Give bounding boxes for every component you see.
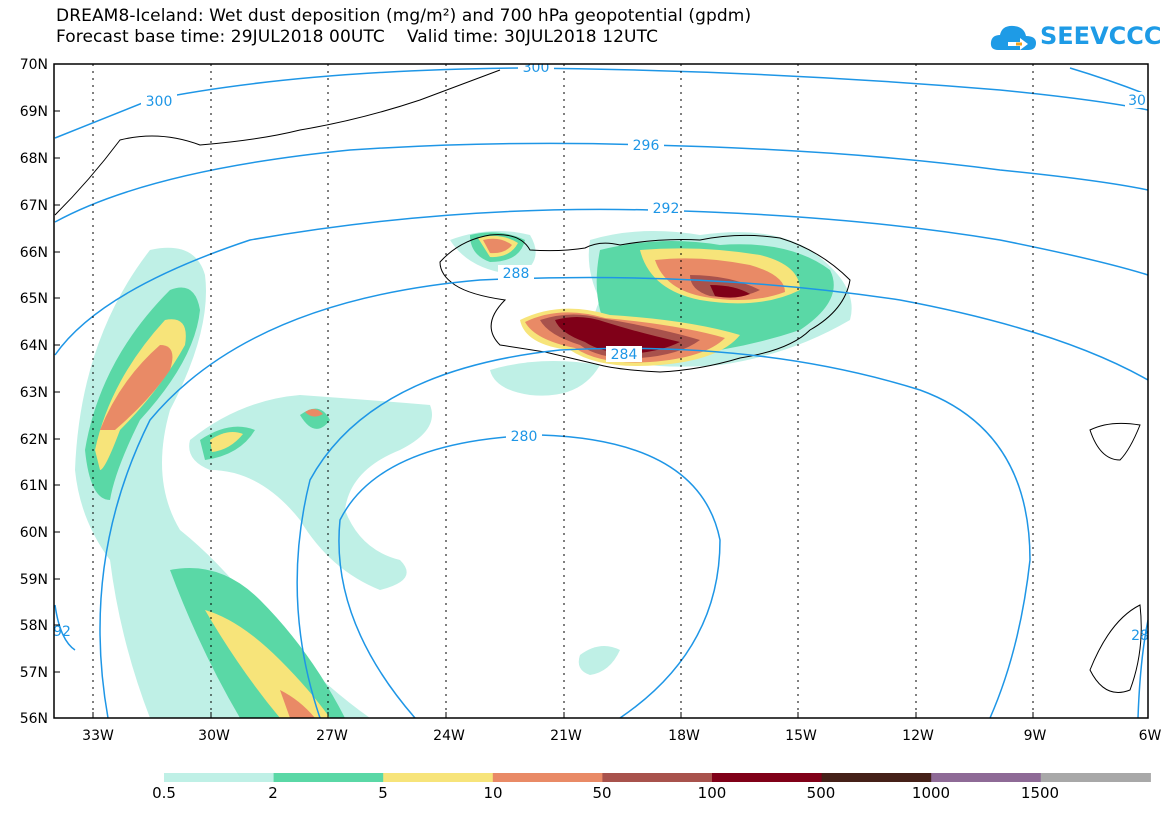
svg-text:292: 292: [653, 201, 680, 217]
colorbar-swatch: [273, 773, 384, 782]
lat-label: 67N: [20, 198, 48, 214]
lon-label: 27W: [316, 728, 348, 744]
colorbar-label: 1500: [1020, 784, 1060, 802]
contour-labels: 300 300 30 296 292 288 284 280 92 28: [53, 60, 1149, 644]
colorbar-swatch: [1040, 773, 1151, 782]
lat-label: 59N: [20, 572, 48, 588]
lon-label: 9W: [1024, 728, 1047, 744]
svg-text:284: 284: [611, 347, 638, 363]
lon-label: 24W: [433, 728, 465, 744]
colorbar-label: 100: [697, 784, 727, 802]
svg-text:296: 296: [633, 138, 660, 154]
map-frame: [53, 63, 1149, 719]
lat-label: 63N: [20, 385, 48, 401]
colorbar-label: 2: [268, 784, 278, 802]
colorbar: [164, 773, 1151, 782]
lat-label: 69N: [20, 104, 48, 120]
lon-label: 33W: [82, 728, 114, 744]
svg-text:30: 30: [1128, 93, 1146, 109]
dust-layer-darkred: [555, 285, 750, 354]
colorbar-label: 5: [378, 784, 388, 802]
map-subtitle: Forecast base time: 29JUL2018 00UTC Vali…: [56, 27, 659, 47]
lat-label: 56N: [20, 711, 48, 727]
colorbar-label: 1000: [911, 784, 951, 802]
lat-label: 70N: [20, 57, 48, 73]
colorbar-swatch: [164, 773, 275, 782]
svg-text:300: 300: [523, 60, 550, 76]
coastlines: [54, 69, 1142, 693]
map-title: DREAM8-Iceland: Wet dust deposition (mg/…: [56, 6, 752, 26]
lat-axis: 70N 69N 68N 67N 66N 65N 64N 63N 62N 61N …: [20, 57, 60, 727]
colorbar-swatch: [712, 773, 823, 782]
lon-label: 18W: [668, 728, 700, 744]
colorbar-swatch: [931, 773, 1042, 782]
svg-text:300: 300: [146, 94, 173, 110]
colorbar-label: 0.5: [152, 784, 176, 802]
lat-label: 57N: [20, 665, 48, 681]
svg-text:28: 28: [1131, 628, 1149, 644]
lon-label: 6W: [1139, 728, 1162, 744]
lat-label: 61N: [20, 478, 48, 494]
colorbar-swatch: [492, 773, 603, 782]
lon-axis: 33W 30W 27W 24W 21W 18W 15W 12W 9W 6W: [82, 712, 1162, 744]
geopotential-contours: [54, 67, 1148, 718]
colorbar-swatch: [383, 773, 494, 782]
lat-label: 58N: [20, 618, 48, 634]
lat-label: 64N: [20, 338, 48, 354]
lon-label: 21W: [550, 728, 582, 744]
lon-label: 30W: [198, 728, 230, 744]
svg-text:92: 92: [53, 624, 71, 640]
colorbar-swatch: [602, 773, 713, 782]
lat-label: 68N: [20, 151, 48, 167]
colorbar-label: 50: [592, 784, 612, 802]
lat-label: 62N: [20, 432, 48, 448]
lat-label: 65N: [20, 291, 48, 307]
colorbar-swatch: [821, 773, 932, 782]
lat-label: 66N: [20, 245, 48, 261]
colorbar-label: 10: [483, 784, 503, 802]
cloud-arrow-icon: [990, 25, 1036, 50]
svg-text:280: 280: [511, 429, 538, 445]
svg-text:288: 288: [503, 266, 530, 282]
colorbar-label: 500: [806, 784, 836, 802]
lon-label: 15W: [785, 728, 817, 744]
lon-label: 12W: [902, 728, 934, 744]
logo-text: SEEVCCC: [1040, 22, 1162, 50]
lat-label: 60N: [20, 525, 48, 541]
